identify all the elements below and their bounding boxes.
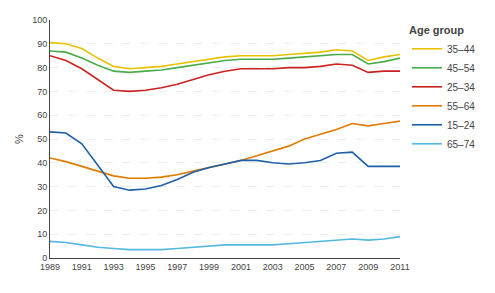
svg-text:50: 50	[37, 134, 47, 144]
svg-text:1999: 1999	[199, 262, 219, 272]
svg-text:Age group: Age group	[409, 24, 464, 36]
svg-text:1991: 1991	[72, 262, 92, 272]
svg-text:2011: 2011	[390, 262, 409, 272]
svg-text:1995: 1995	[135, 262, 155, 272]
svg-text:45–54: 45–54	[447, 63, 475, 74]
svg-text:30: 30	[37, 182, 47, 192]
svg-text:35–44: 35–44	[447, 44, 475, 55]
svg-text:25–34: 25–34	[447, 82, 475, 93]
svg-text:1993: 1993	[104, 262, 124, 272]
svg-text:%: %	[13, 134, 25, 144]
svg-text:40: 40	[37, 158, 47, 168]
svg-text:2009: 2009	[358, 262, 378, 272]
svg-text:2007: 2007	[326, 262, 346, 272]
svg-text:1989: 1989	[40, 262, 60, 272]
svg-text:70: 70	[37, 87, 47, 97]
svg-text:65–74: 65–74	[447, 139, 475, 150]
svg-text:55–64: 55–64	[447, 101, 475, 112]
svg-text:15–24: 15–24	[447, 120, 475, 131]
svg-text:1997: 1997	[167, 262, 187, 272]
svg-text:2001: 2001	[231, 262, 251, 272]
svg-text:20: 20	[37, 206, 47, 216]
svg-text:100: 100	[32, 15, 47, 25]
svg-text:10: 10	[37, 229, 47, 239]
svg-text:2005: 2005	[295, 262, 315, 272]
svg-text:60: 60	[37, 110, 47, 120]
svg-text:90: 90	[37, 39, 47, 49]
svg-text:80: 80	[37, 63, 47, 73]
svg-text:2003: 2003	[263, 262, 283, 272]
svg-text:0: 0	[42, 253, 47, 263]
